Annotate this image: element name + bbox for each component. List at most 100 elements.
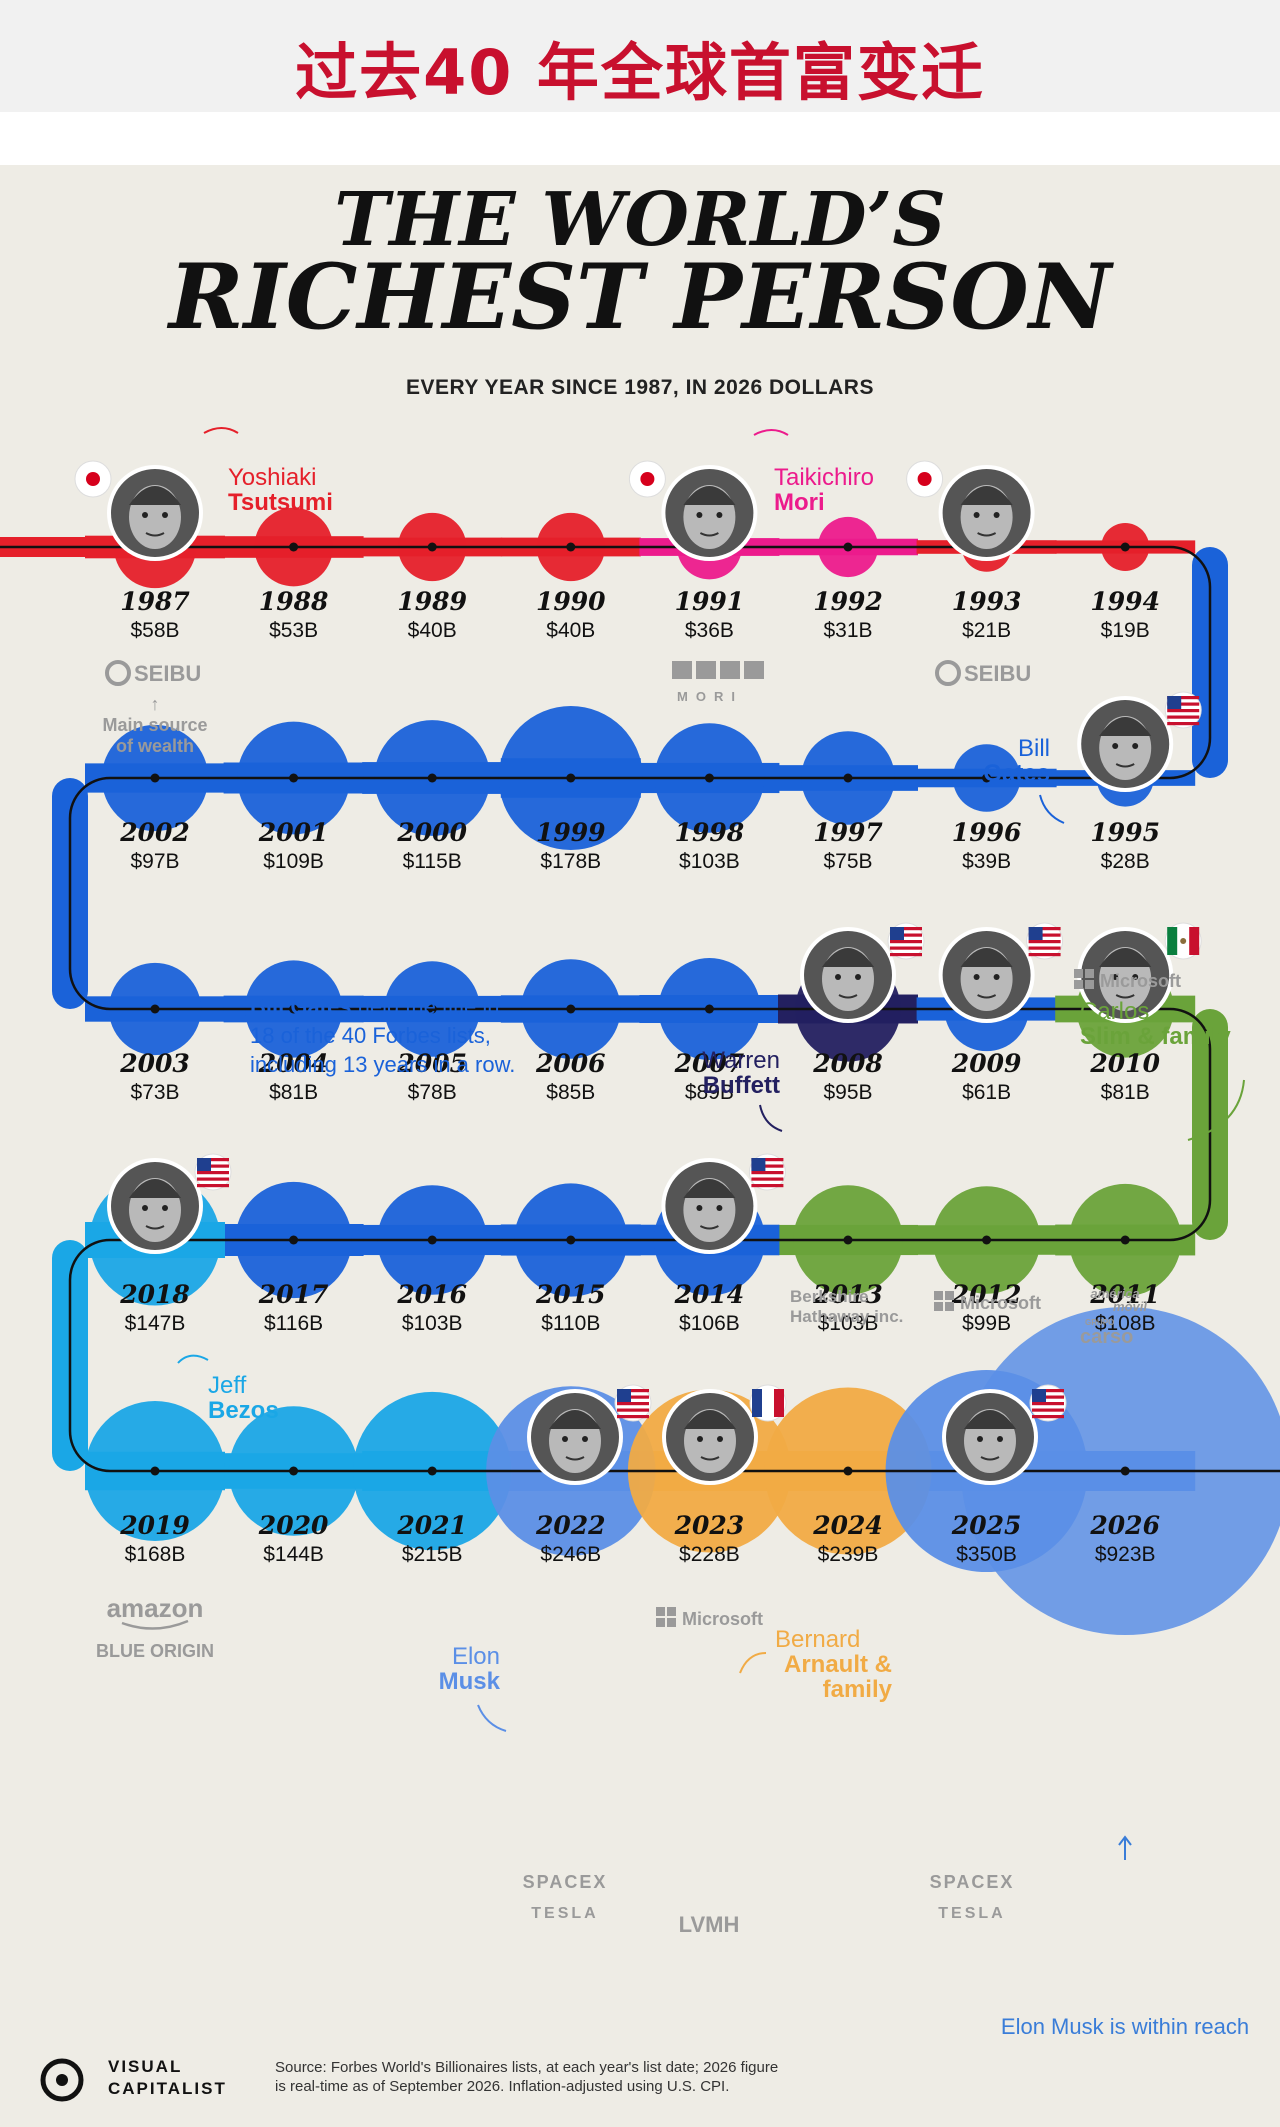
seibu-logo-2: SEIBU [935,660,1031,686]
svg-text:GRUPO: GRUPO [1085,1318,1114,1327]
arrow-bezos [177,1354,209,1364]
jp-flag-icon [906,460,944,498]
portrait-1993 [906,460,1035,561]
year-label-2002: 2002 [119,818,190,847]
year-label-1990: 1990 [536,587,606,616]
us-flag-icon [1029,1384,1067,1422]
svg-text:SEIBU: SEIBU [964,661,1031,686]
microsoft-logo-3: Microsoft [656,1607,763,1629]
dot-2005 [427,1004,437,1014]
richest-person-chart: THE WORLD’S RICHEST PERSON EVERY YEAR SI… [0,177,1280,2102]
infographic-card: THE WORLD’S RICHEST PERSON EVERY YEAR SI… [0,165,1280,2127]
dot-2013 [843,1235,853,1245]
arrow-arnault [739,1652,767,1674]
dot-2021 [427,1466,437,1476]
arrow-gates [1039,794,1065,824]
infographic-title-line2: RICHEST PERSON [166,244,1115,350]
dot-2002 [150,773,160,783]
year-label-2007: 2007 [674,1049,745,1078]
year-label-2005: 2005 [396,1049,467,1078]
svg-text:Microsoft: Microsoft [682,1609,763,1629]
value-label-2026: $923B [1095,1543,1156,1566]
arrow-mori [753,429,789,436]
portrait-2014 [661,1153,786,1254]
dot-1988 [289,542,299,552]
portraits [74,460,1202,1485]
value-label-2001: $109B [263,850,324,873]
svg-text:Microsoft: Microsoft [1100,971,1181,991]
value-label-1991: $36B [685,619,734,642]
year-label-2004: 2004 [258,1049,329,1078]
us-flag-icon [748,1153,786,1191]
year-label-2008: 2008 [812,1049,883,1078]
value-label-2002: $97B [130,850,179,873]
dot-1989 [427,542,437,552]
chinese-title: 过去40 年全球首富变迁 [295,36,985,109]
year-label-2019: 2019 [119,1511,190,1540]
of-wealth-label: of wealth [116,736,194,756]
tesla-logo-2: TESLA [938,1905,1005,1922]
name-gates-first: Bill [1018,735,1050,762]
value-label-1993: $21B [962,619,1011,642]
portrait-2018 [107,1153,232,1254]
arrow-tsutsumi [203,427,239,434]
portrait-2009 [938,922,1064,1023]
name-buffett-first: Warren [702,1047,780,1074]
arrow-buffett [759,1104,783,1132]
year-label-2023: 2023 [674,1511,745,1540]
value-label-1988: $53B [269,619,318,642]
timeline-line [0,545,1280,1473]
value-label-2020: $144B [263,1543,324,1566]
year-label-1997: 1997 [813,818,883,847]
name-slim-first: Carlos [1080,998,1149,1025]
value-label-1987: $58B [130,619,179,642]
source-line1: Source: Forbes World's Billionaires list… [275,2059,778,2076]
source-line2: is real-time as of September 2026. Infla… [275,2078,729,2095]
jp-flag-icon [628,460,666,498]
america-movil-logo: américa móvil GRUPO carso [1080,1286,1147,1348]
name-bezos-first: Jeff [208,1372,247,1399]
value-label-2010: $81B [1101,1081,1150,1104]
value-label-2018: $147B [125,1312,186,1335]
us-flag-icon [1026,922,1064,960]
svg-text:Microsoft: Microsoft [960,1293,1041,1313]
year-label-2000: 2000 [396,818,467,847]
value-label-1989: $40B [408,619,457,642]
top-banner: 过去40 年全球首富变迁 [0,0,1280,112]
value-label-1998: $103B [679,850,740,873]
year-label-1987: 1987 [120,587,190,616]
year-label-1994: 1994 [1090,587,1160,616]
year-label-2006: 2006 [535,1049,606,1078]
lvmh-logo: LVMH [679,1912,740,1937]
year-label-1999: 1999 [536,818,606,847]
year-label-2014: 2014 [674,1280,745,1309]
arrow-musk-reach [1118,1835,1132,1860]
name-buffett-last: Buffett [703,1072,780,1099]
portrait-2021 [527,1384,652,1485]
dot-1996 [982,773,992,783]
blue-origin-logo: BLUE ORIGIN [96,1641,214,1661]
value-label-2016: $103B [402,1312,463,1335]
dot-1990 [566,542,576,552]
name-musk-last: Musk [439,1668,501,1695]
value-label-2013: $103B [818,1312,879,1335]
year-label-2025: 2025 [951,1511,1022,1540]
name-tsutsumi-first: Yoshiaki [228,464,317,491]
year-label-1992: 1992 [813,587,883,616]
year-label-2013: 2013 [812,1280,883,1309]
value-label-2007: $89B [685,1081,734,1104]
spacex-logo-2: SPACEX [930,1872,1015,1892]
year-label-2001: 2001 [258,818,329,847]
portrait-2010 [1077,922,1202,1023]
dot-1999 [566,773,576,783]
value-label-1995: $28B [1101,850,1150,873]
microsoft-logo-1: Microsoft [1074,969,1181,991]
arrow-slim [1187,1079,1245,1141]
name-mori-last: Mori [774,489,825,516]
portrait-2025 [942,1384,1067,1485]
arrow-musk [477,1704,507,1732]
us-flag-icon [1164,691,1202,729]
year-label-2015: 2015 [535,1280,606,1309]
year-label-1988: 1988 [259,587,329,616]
dot-2001 [289,773,299,783]
